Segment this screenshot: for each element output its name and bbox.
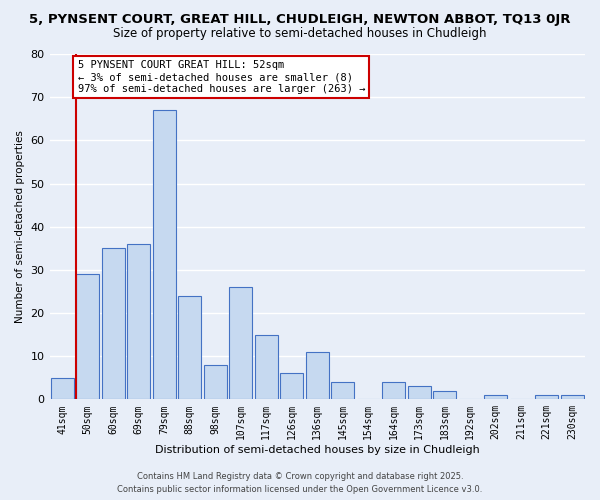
X-axis label: Distribution of semi-detached houses by size in Chudleigh: Distribution of semi-detached houses by … (155, 445, 479, 455)
Bar (306, 352, 329, 400)
Text: 5, PYNSENT COURT, GREAT HILL, CHUDLEIGH, NEWTON ABBOT, TQ13 0JR: 5, PYNSENT COURT, GREAT HILL, CHUDLEIGH,… (29, 12, 571, 26)
Bar (280, 374, 303, 400)
Bar (382, 382, 405, 400)
Bar (535, 395, 558, 400)
Bar (153, 110, 176, 400)
Bar (51, 378, 74, 400)
Text: Contains HM Land Registry data © Crown copyright and database right 2025.
Contai: Contains HM Land Registry data © Crown c… (118, 472, 482, 494)
Bar (331, 382, 354, 400)
Bar (204, 365, 227, 400)
Bar (178, 296, 201, 400)
Bar (433, 390, 456, 400)
Bar (229, 287, 252, 400)
Bar (408, 386, 431, 400)
Text: Size of property relative to semi-detached houses in Chudleigh: Size of property relative to semi-detach… (113, 28, 487, 40)
Bar (484, 395, 507, 400)
Bar (127, 244, 150, 400)
Bar (76, 274, 99, 400)
Bar (561, 395, 584, 400)
Y-axis label: Number of semi-detached properties: Number of semi-detached properties (15, 130, 25, 323)
Bar (255, 334, 278, 400)
Text: 5 PYNSENT COURT GREAT HILL: 52sqm
← 3% of semi-detached houses are smaller (8)
9: 5 PYNSENT COURT GREAT HILL: 52sqm ← 3% o… (77, 60, 365, 94)
Bar (102, 248, 125, 400)
